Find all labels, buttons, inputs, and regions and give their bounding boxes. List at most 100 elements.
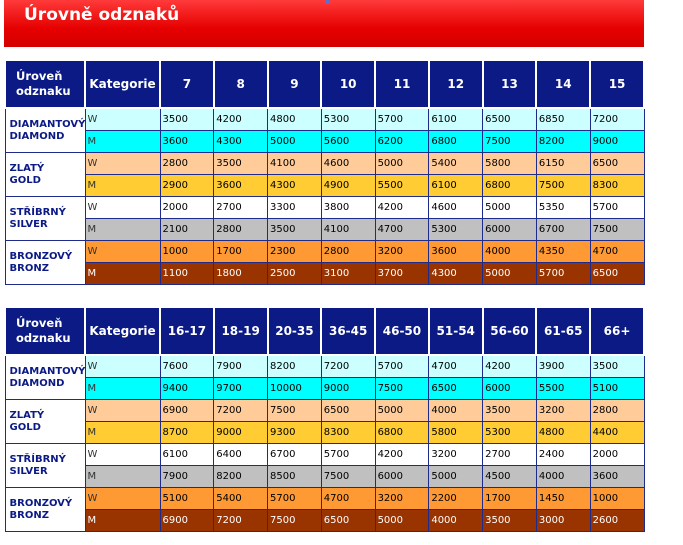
- category-cell: M: [84, 421, 161, 444]
- value-cell: 7200: [320, 354, 376, 378]
- header-age-column: 36-45: [320, 306, 377, 356]
- value-cell: 6500: [320, 509, 376, 532]
- header-badge-line: odznaku: [16, 331, 71, 345]
- badge-level-name: ZLATÝ GOLD: [4, 399, 86, 444]
- value-cell: 3500: [482, 399, 537, 422]
- header-age-column: 66+: [589, 306, 645, 356]
- table-row: M 7900 8200 8500 7500 6000 5000 4500 4000 3600: [5, 465, 645, 488]
- value-cell: 5100: [589, 377, 645, 400]
- value-cell: 1450: [535, 487, 591, 510]
- badge-level-name: ZLATÝ GOLD: [4, 152, 86, 197]
- value-cell: 3500: [482, 509, 537, 532]
- table-row: DIAMANTOVÝ DIAMOND W 7600 7900 8200 7200 5700 47…: [4, 354, 645, 400]
- value-cell: 7200: [213, 399, 269, 422]
- category-cell: M: [84, 174, 161, 197]
- value-cell: 7500: [320, 465, 376, 488]
- category-cell: M: [84, 262, 161, 285]
- badge-level-name-line: DIAMOND: [9, 377, 65, 389]
- value-cell: 9300: [267, 421, 322, 444]
- value-cell: 6100: [428, 174, 484, 197]
- header-age-column: 61-65: [535, 306, 592, 356]
- header-age-column: 56-60: [481, 306, 538, 356]
- value-cell: 4350: [535, 240, 591, 263]
- value-cell: 7500: [267, 509, 322, 532]
- badge-level-name-line: DIAMOND: [9, 130, 65, 142]
- category-cell: W: [84, 196, 161, 219]
- category-cell: W: [84, 107, 161, 131]
- value-cell: 1100: [159, 262, 215, 285]
- value-cell: 5500: [535, 377, 591, 400]
- badge-level-name-line: ZLATÝ: [9, 409, 45, 421]
- value-cell: 7500: [482, 130, 537, 153]
- value-cell: 6000: [374, 465, 430, 488]
- value-cell: 4700: [428, 354, 484, 378]
- value-cell: 4000: [535, 465, 591, 488]
- value-cell: 4900: [320, 174, 376, 197]
- value-cell: 9700: [213, 377, 269, 400]
- value-cell: 6800: [428, 130, 484, 153]
- banner-marker: [326, 0, 330, 4]
- value-cell: 7500: [589, 218, 645, 241]
- category-cell: W: [84, 399, 161, 422]
- table-row: ZLATÝ GOLD W 6900 7200 7500 6500 5000 4000 3500 32…: [4, 399, 645, 444]
- value-cell: 5300: [320, 107, 376, 131]
- value-cell: 5000: [482, 262, 537, 285]
- value-cell: 5800: [428, 421, 484, 444]
- table-row: M 2900 3600 4300 4900 5500 6100 6800 7500 8300: [5, 174, 645, 197]
- value-cell: 2400: [535, 443, 591, 466]
- badge-level-name-line: SILVER: [9, 218, 48, 230]
- value-cell: 4100: [320, 218, 376, 241]
- badge-level-name: STŘÍBRNÝ SILVER: [4, 196, 86, 241]
- header-category: Kategorie: [84, 59, 161, 109]
- value-cell: 9000: [320, 377, 376, 400]
- header-age-column: 11: [374, 59, 430, 109]
- value-cell: 2800: [213, 218, 269, 241]
- value-cell: 3700: [374, 262, 430, 285]
- value-cell: 6100: [159, 443, 215, 466]
- category-cell: M: [84, 465, 161, 488]
- header-age-column: 8: [212, 59, 269, 109]
- value-cell: 6100: [428, 107, 484, 131]
- badge-level-name-line: DIAMANTOVÝ: [9, 365, 86, 377]
- value-cell: 5700: [374, 107, 430, 131]
- value-cell: 5400: [213, 487, 269, 510]
- value-cell: 6150: [535, 152, 591, 175]
- category-cell: M: [84, 509, 161, 532]
- value-cell: 3200: [374, 240, 430, 263]
- table-row: M 1100 1800 2500 3100 3700 4300 5000 5700 6500: [5, 262, 645, 285]
- value-cell: 3300: [267, 196, 322, 219]
- badge-level-name-line: BRONZOVÝ: [9, 250, 73, 262]
- header-badge-level: Úroveň odznaku: [4, 306, 86, 356]
- table-row: M 3600 4300 5000 5600 6200 6800 7500 8200 9000: [5, 130, 645, 153]
- badge-level-name-line: GOLD: [9, 421, 41, 433]
- value-cell: 3600: [159, 130, 215, 153]
- badge-table-ages-7-15: Úroveň odznaku Kategorie 7 8 9 10 11 12 13 14 15 DIA…: [4, 59, 645, 285]
- value-cell: 5000: [482, 196, 537, 219]
- value-cell: 4800: [535, 421, 591, 444]
- value-cell: 9000: [589, 130, 645, 153]
- value-cell: 3500: [213, 152, 269, 175]
- title-banner: Úrovně odznaků: [4, 0, 644, 47]
- value-cell: 2200: [428, 487, 484, 510]
- badge-level-name-line: SILVER: [9, 465, 48, 477]
- category-cell: M: [84, 218, 161, 241]
- value-cell: 3800: [320, 196, 376, 219]
- table-row: STŘÍBRNÝ SILVER W 2000 2700 3300 3800 4200 4600 5…: [4, 196, 645, 241]
- badge-level-name-line: STŘÍBRNÝ: [9, 453, 66, 465]
- table-row: M 8700 9000 9300 8300 6800 5800 5300 4800 4400: [5, 421, 645, 444]
- value-cell: 5700: [589, 196, 645, 219]
- badge-level-name-line: ZLATÝ: [9, 162, 45, 174]
- value-cell: 6500: [589, 262, 645, 285]
- value-cell: 3500: [159, 107, 215, 131]
- badge-level-name: BRONZOVÝ BRONZ: [4, 487, 86, 532]
- value-cell: 7600: [159, 354, 215, 378]
- value-cell: 6900: [159, 509, 215, 532]
- header-badge-line: Úroveň: [16, 69, 63, 83]
- value-cell: 6500: [320, 399, 376, 422]
- value-cell: 4500: [482, 465, 537, 488]
- value-cell: 7900: [213, 354, 269, 378]
- table-row: DIAMANTOVÝ DIAMOND W 3500 4200 4800 5300 5700 61…: [4, 107, 645, 153]
- badge-level-name: DIAMANTOVÝ DIAMOND: [4, 354, 86, 400]
- value-cell: 4200: [374, 196, 430, 219]
- header-age-column: 15: [589, 59, 645, 109]
